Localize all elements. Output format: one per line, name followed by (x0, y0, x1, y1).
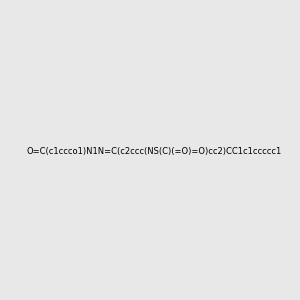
Text: O=C(c1ccco1)N1N=C(c2ccc(NS(C)(=O)=O)cc2)CC1c1ccccc1: O=C(c1ccco1)N1N=C(c2ccc(NS(C)(=O)=O)cc2)… (26, 147, 281, 156)
